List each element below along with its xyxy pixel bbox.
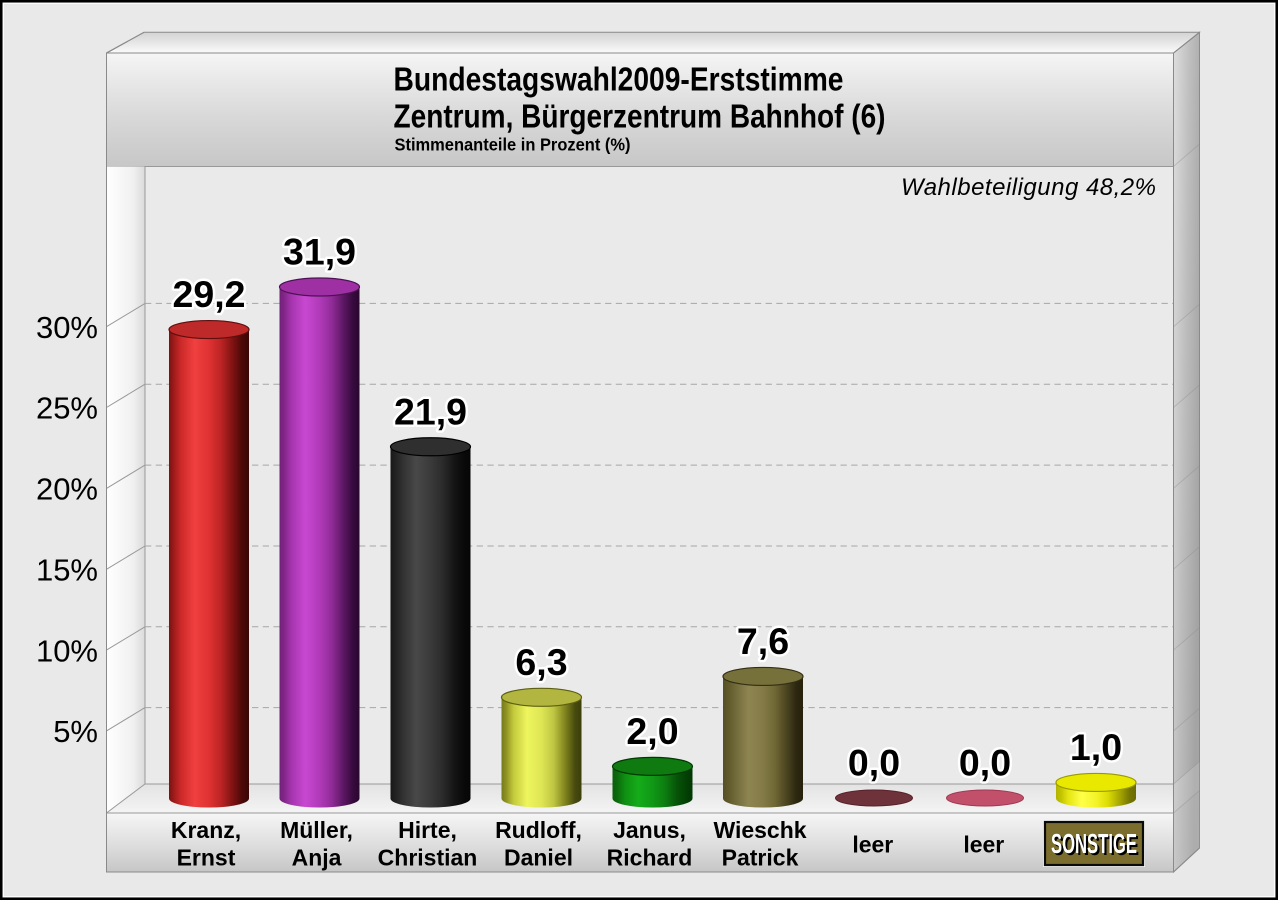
svg-text:leer: leer — [963, 832, 1004, 858]
svg-text:15%: 15% — [36, 553, 98, 588]
svg-text:Wieschk: Wieschk — [713, 817, 806, 843]
svg-text:6,3: 6,3 — [515, 641, 567, 683]
svg-text:Kranz,: Kranz, — [171, 817, 241, 843]
svg-text:29,2: 29,2 — [173, 273, 246, 315]
svg-text:2,0: 2,0 — [626, 710, 678, 752]
svg-text:Patrick: Patrick — [722, 845, 799, 871]
svg-text:20%: 20% — [36, 472, 98, 507]
svg-text:Hirte,: Hirte, — [398, 817, 457, 843]
svg-text:Daniel: Daniel — [504, 845, 573, 871]
svg-text:0,0: 0,0 — [848, 742, 900, 784]
svg-text:25%: 25% — [36, 391, 98, 426]
svg-text:10%: 10% — [36, 633, 98, 668]
svg-text:Wahlbeteiligung 48,2%: Wahlbeteiligung 48,2% — [901, 174, 1156, 201]
svg-text:SONSTIGE: SONSTIGE — [1053, 830, 1139, 861]
svg-text:Anja: Anja — [292, 845, 342, 871]
svg-text:Bundestagswahl2009-Erststimme: Bundestagswahl2009-Erststimme — [394, 61, 844, 98]
svg-text:Christian: Christian — [378, 845, 478, 871]
svg-text:1,0: 1,0 — [1070, 726, 1122, 768]
svg-text:Müller,: Müller, — [280, 817, 353, 843]
svg-text:5%: 5% — [53, 714, 98, 749]
svg-text:Richard: Richard — [607, 845, 693, 871]
svg-text:0,0: 0,0 — [959, 742, 1011, 784]
svg-text:Ernst: Ernst — [177, 845, 236, 871]
svg-text:Zentrum, Bürgerzentrum Bahnhof: Zentrum, Bürgerzentrum Bahnhof (6) — [394, 98, 886, 135]
svg-text:21,9: 21,9 — [394, 390, 467, 432]
svg-text:30%: 30% — [36, 310, 98, 345]
svg-text:leer: leer — [852, 832, 893, 858]
svg-text:7,6: 7,6 — [737, 620, 789, 662]
svg-text:Rudloff,: Rudloff, — [495, 817, 582, 843]
svg-text:31,9: 31,9 — [283, 231, 356, 273]
svg-text:SONSTIGE: SONSTIGE — [1051, 828, 1137, 859]
svg-text:Stimmenanteile in Prozent (%): Stimmenanteile in Prozent (%) — [395, 135, 631, 155]
svg-text:Janus,: Janus, — [613, 817, 686, 843]
